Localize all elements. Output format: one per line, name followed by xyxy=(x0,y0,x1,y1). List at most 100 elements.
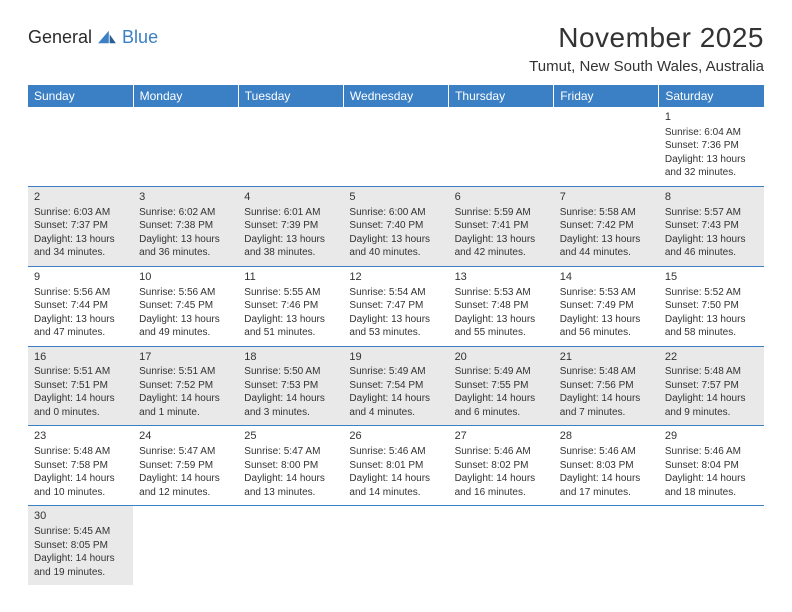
brand-part2: Blue xyxy=(122,27,158,47)
calendar-day-cell: 18Sunrise: 5:50 AMSunset: 7:53 PMDayligh… xyxy=(238,346,343,426)
calendar-day-cell: 29Sunrise: 5:46 AMSunset: 8:04 PMDayligh… xyxy=(659,426,764,506)
day-sunset: Sunset: 8:00 PM xyxy=(244,459,337,473)
day-daylight: Daylight: 13 hours and 36 minutes. xyxy=(139,233,232,260)
day-daylight: Daylight: 13 hours and 49 minutes. xyxy=(139,313,232,340)
day-sunrise: Sunrise: 5:51 AM xyxy=(34,365,127,379)
calendar-week-row: 9Sunrise: 5:56 AMSunset: 7:44 PMDaylight… xyxy=(28,266,764,346)
day-daylight: Daylight: 13 hours and 42 minutes. xyxy=(455,233,548,260)
day-daylight: Daylight: 13 hours and 55 minutes. xyxy=(455,313,548,340)
day-daylight: Daylight: 14 hours and 3 minutes. xyxy=(244,392,337,419)
day-daylight: Daylight: 13 hours and 47 minutes. xyxy=(34,313,127,340)
calendar-empty-cell xyxy=(343,107,448,186)
calendar-day-cell: 19Sunrise: 5:49 AMSunset: 7:54 PMDayligh… xyxy=(343,346,448,426)
day-sunset: Sunset: 7:55 PM xyxy=(455,379,548,393)
calendar-day-cell: 2Sunrise: 6:03 AMSunset: 7:37 PMDaylight… xyxy=(28,186,133,266)
header: General Blue November 2025 Tumut, New So… xyxy=(28,22,764,75)
calendar-day-cell: 13Sunrise: 5:53 AMSunset: 7:48 PMDayligh… xyxy=(449,266,554,346)
day-number: 9 xyxy=(34,270,127,285)
day-sunset: Sunset: 7:48 PM xyxy=(455,299,548,313)
day-daylight: Daylight: 14 hours and 12 minutes. xyxy=(139,472,232,499)
calendar-day-cell: 20Sunrise: 5:49 AMSunset: 7:55 PMDayligh… xyxy=(449,346,554,426)
weekday-header: Wednesday xyxy=(343,85,448,107)
day-sunset: Sunset: 7:57 PM xyxy=(665,379,758,393)
calendar-empty-cell xyxy=(449,107,554,186)
calendar-week-row: 1Sunrise: 6:04 AMSunset: 7:36 PMDaylight… xyxy=(28,107,764,186)
day-sunset: Sunset: 8:02 PM xyxy=(455,459,548,473)
calendar-empty-cell xyxy=(238,107,343,186)
calendar-day-cell: 15Sunrise: 5:52 AMSunset: 7:50 PMDayligh… xyxy=(659,266,764,346)
day-sunrise: Sunrise: 5:58 AM xyxy=(560,206,653,220)
day-number: 28 xyxy=(560,429,653,444)
calendar-day-cell: 7Sunrise: 5:58 AMSunset: 7:42 PMDaylight… xyxy=(554,186,659,266)
day-sunset: Sunset: 7:47 PM xyxy=(349,299,442,313)
day-number: 14 xyxy=(560,270,653,285)
day-sunset: Sunset: 7:41 PM xyxy=(455,219,548,233)
day-daylight: Daylight: 14 hours and 14 minutes. xyxy=(349,472,442,499)
calendar-day-cell: 11Sunrise: 5:55 AMSunset: 7:46 PMDayligh… xyxy=(238,266,343,346)
day-sunset: Sunset: 7:45 PM xyxy=(139,299,232,313)
day-sunrise: Sunrise: 5:53 AM xyxy=(560,286,653,300)
day-sunset: Sunset: 7:54 PM xyxy=(349,379,442,393)
calendar-empty-cell xyxy=(554,107,659,186)
day-number: 19 xyxy=(349,350,442,365)
day-sunset: Sunset: 7:43 PM xyxy=(665,219,758,233)
day-number: 11 xyxy=(244,270,337,285)
day-daylight: Daylight: 13 hours and 46 minutes. xyxy=(665,233,758,260)
day-daylight: Daylight: 14 hours and 6 minutes. xyxy=(455,392,548,419)
day-number: 16 xyxy=(34,350,127,365)
day-sunrise: Sunrise: 5:53 AM xyxy=(455,286,548,300)
day-number: 15 xyxy=(665,270,758,285)
day-daylight: Daylight: 13 hours and 58 minutes. xyxy=(665,313,758,340)
day-sunrise: Sunrise: 6:04 AM xyxy=(665,126,758,140)
weekday-header: Saturday xyxy=(659,85,764,107)
calendar-day-cell: 1Sunrise: 6:04 AMSunset: 7:36 PMDaylight… xyxy=(659,107,764,186)
calendar-empty-cell xyxy=(343,506,448,585)
day-number: 2 xyxy=(34,190,127,205)
day-sunset: Sunset: 7:37 PM xyxy=(34,219,127,233)
day-daylight: Daylight: 13 hours and 40 minutes. xyxy=(349,233,442,260)
sail-icon xyxy=(96,29,118,45)
calendar-day-cell: 16Sunrise: 5:51 AMSunset: 7:51 PMDayligh… xyxy=(28,346,133,426)
day-daylight: Daylight: 13 hours and 34 minutes. xyxy=(34,233,127,260)
day-daylight: Daylight: 14 hours and 18 minutes. xyxy=(665,472,758,499)
calendar-day-cell: 4Sunrise: 6:01 AMSunset: 7:39 PMDaylight… xyxy=(238,186,343,266)
calendar-empty-cell xyxy=(133,506,238,585)
calendar-day-cell: 9Sunrise: 5:56 AMSunset: 7:44 PMDaylight… xyxy=(28,266,133,346)
weekday-header-row: SundayMondayTuesdayWednesdayThursdayFrid… xyxy=(28,85,764,107)
day-sunrise: Sunrise: 5:56 AM xyxy=(34,286,127,300)
day-number: 21 xyxy=(560,350,653,365)
weekday-header: Tuesday xyxy=(238,85,343,107)
day-sunset: Sunset: 7:50 PM xyxy=(665,299,758,313)
calendar-day-cell: 10Sunrise: 5:56 AMSunset: 7:45 PMDayligh… xyxy=(133,266,238,346)
day-daylight: Daylight: 14 hours and 4 minutes. xyxy=(349,392,442,419)
day-sunrise: Sunrise: 5:46 AM xyxy=(349,445,442,459)
day-sunset: Sunset: 7:59 PM xyxy=(139,459,232,473)
day-number: 25 xyxy=(244,429,337,444)
day-sunrise: Sunrise: 5:55 AM xyxy=(244,286,337,300)
calendar-day-cell: 27Sunrise: 5:46 AMSunset: 8:02 PMDayligh… xyxy=(449,426,554,506)
day-sunrise: Sunrise: 6:01 AM xyxy=(244,206,337,220)
day-sunrise: Sunrise: 5:56 AM xyxy=(139,286,232,300)
day-sunrise: Sunrise: 5:59 AM xyxy=(455,206,548,220)
day-number: 30 xyxy=(34,509,127,524)
day-number: 26 xyxy=(349,429,442,444)
day-number: 12 xyxy=(349,270,442,285)
weekday-header: Monday xyxy=(133,85,238,107)
location-text: Tumut, New South Wales, Australia xyxy=(529,58,764,75)
day-sunset: Sunset: 8:05 PM xyxy=(34,539,127,553)
calendar-day-cell: 21Sunrise: 5:48 AMSunset: 7:56 PMDayligh… xyxy=(554,346,659,426)
day-sunset: Sunset: 7:42 PM xyxy=(560,219,653,233)
day-sunrise: Sunrise: 6:02 AM xyxy=(139,206,232,220)
day-sunrise: Sunrise: 5:50 AM xyxy=(244,365,337,379)
day-daylight: Daylight: 13 hours and 53 minutes. xyxy=(349,313,442,340)
day-sunset: Sunset: 7:51 PM xyxy=(34,379,127,393)
day-number: 27 xyxy=(455,429,548,444)
day-daylight: Daylight: 13 hours and 51 minutes. xyxy=(244,313,337,340)
calendar-day-cell: 23Sunrise: 5:48 AMSunset: 7:58 PMDayligh… xyxy=(28,426,133,506)
calendar-week-row: 16Sunrise: 5:51 AMSunset: 7:51 PM Dayligh… xyxy=(28,346,764,426)
calendar-table: SundayMondayTuesdayWednesdayThursdayFrid… xyxy=(28,85,764,585)
day-sunset: Sunset: 7:44 PM xyxy=(34,299,127,313)
day-sunrise: Sunrise: 5:45 AM xyxy=(34,525,127,539)
day-number: 20 xyxy=(455,350,548,365)
day-sunset: Sunset: 8:01 PM xyxy=(349,459,442,473)
